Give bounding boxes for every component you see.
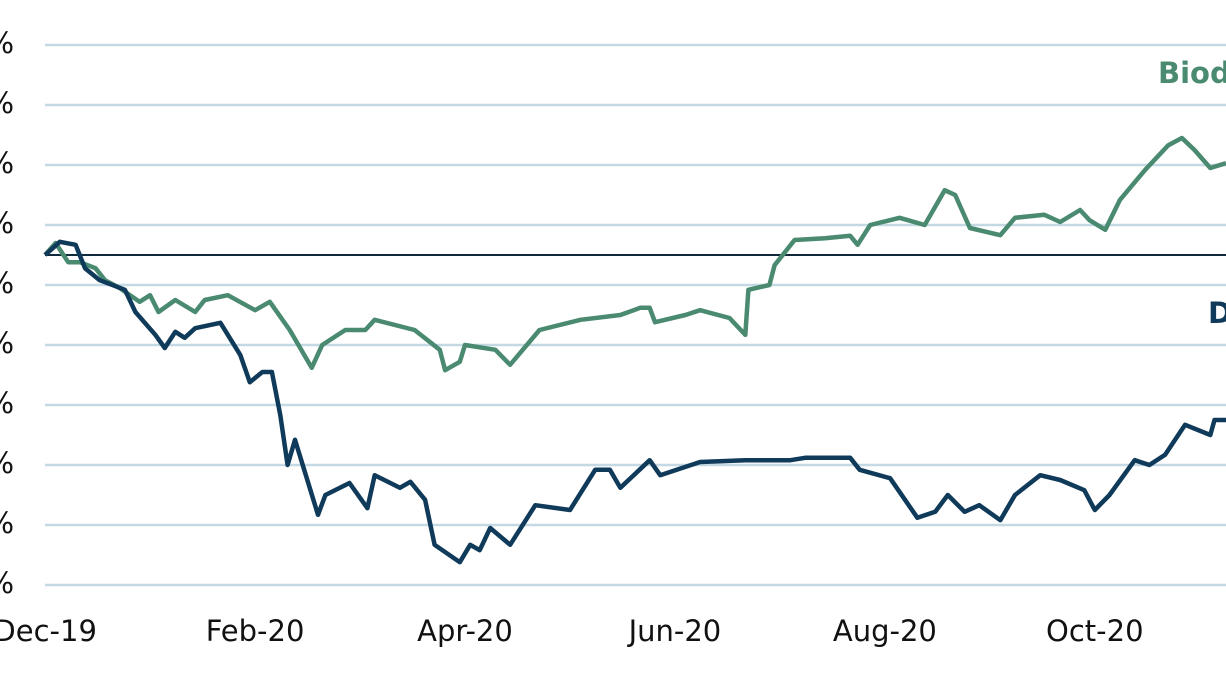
y-tick-label: % <box>0 26 14 60</box>
series-line <box>43 135 1226 373</box>
y-tick-label: % <box>0 146 14 180</box>
series-label: Biod <box>1158 56 1226 90</box>
series-line <box>43 239 1226 565</box>
series-label: D <box>1208 296 1226 330</box>
y-tick-label: % <box>0 206 14 240</box>
y-tick-label: % <box>0 446 14 480</box>
y-tick-label: % <box>0 506 14 540</box>
x-tick-label: Jun-20 <box>627 614 722 648</box>
x-tick-label: Aug-20 <box>833 614 937 648</box>
y-tick-label: % <box>0 266 14 300</box>
y-tick-label: % <box>0 86 14 120</box>
y-tick-label: % <box>0 566 14 600</box>
y-tick-label: % <box>0 386 14 420</box>
x-tick-label: Apr-20 <box>417 614 513 648</box>
y-tick-label: % <box>0 326 14 360</box>
x-tick-label: Dec-19 <box>0 614 97 648</box>
x-tick-label: Oct-20 <box>1046 614 1144 648</box>
x-tick-label: Feb-20 <box>206 614 305 648</box>
